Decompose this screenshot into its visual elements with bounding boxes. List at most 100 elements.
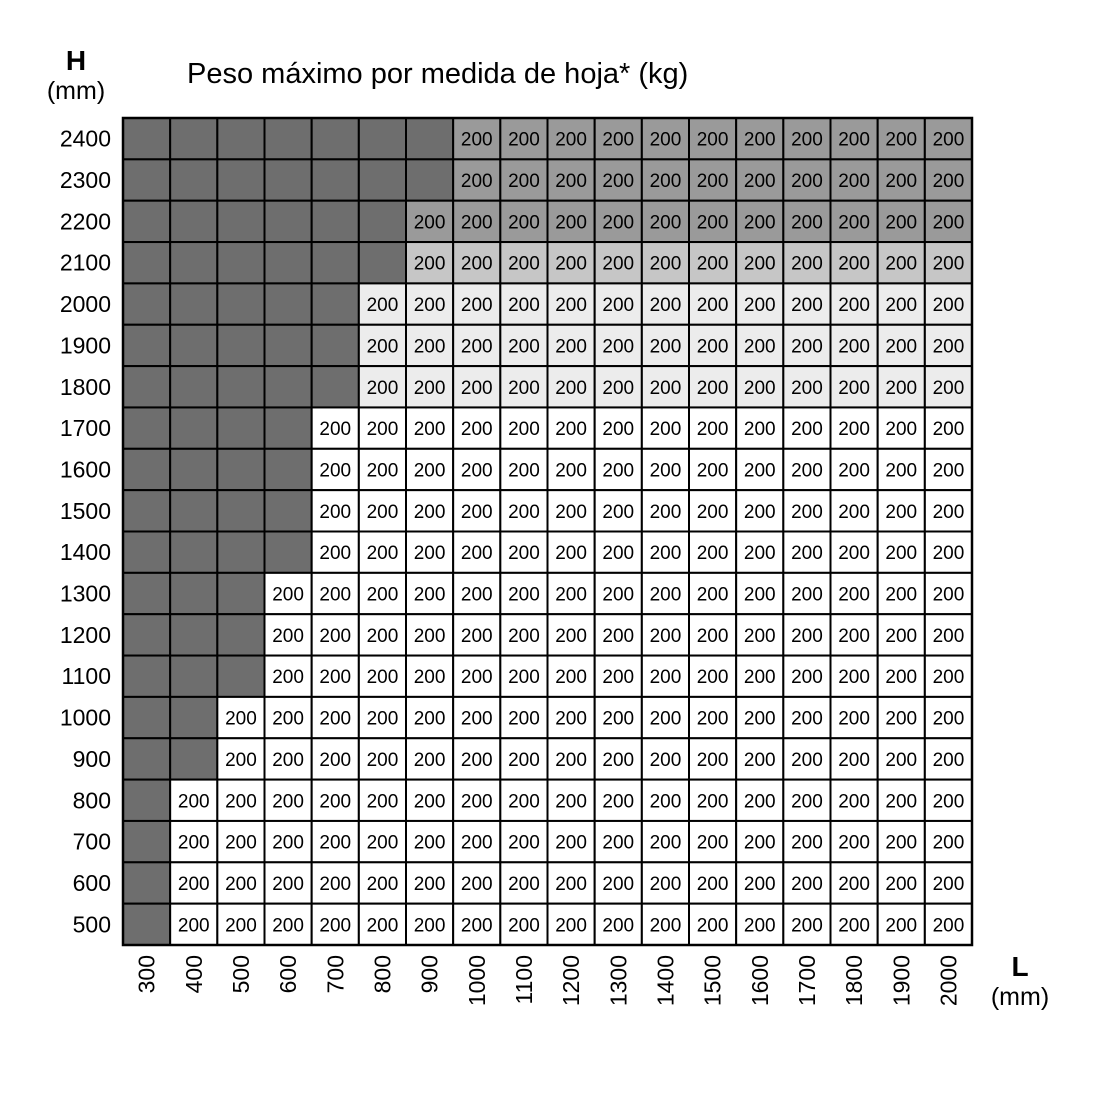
cell-value: 200 [744,791,776,812]
cell-value: 200 [508,709,540,730]
weight-cell [593,447,643,492]
cell-value: 200 [508,502,540,523]
unavailable-cell [169,365,219,409]
unavailable-cell [216,654,266,698]
weight-cell [735,158,785,202]
cell-value: 200 [933,709,965,730]
row-label: 2100 [60,250,111,276]
cell-value: 200 [933,212,965,233]
weight-cell [357,571,408,616]
y-axis-unit: (mm) [46,77,106,105]
row-label: 1800 [60,374,111,400]
cell-value: 200 [744,626,776,647]
cell-value: 200 [414,833,446,854]
weight-cell [640,861,690,905]
weight-cell [310,778,360,822]
weight-cell [499,778,549,822]
cell-value: 200 [602,502,634,523]
cell-value: 200 [933,460,965,481]
cell-value: 200 [885,543,917,564]
cell-value: 200 [414,336,446,357]
unavailable-cell [405,117,455,161]
weight-cell [640,406,690,450]
column-label: 400 [181,955,207,993]
cell-value: 200 [555,130,587,151]
cell-value: 200 [555,502,587,523]
cell-value: 200 [744,833,776,854]
cell-value: 200 [933,254,965,275]
cell-value: 200 [791,585,823,606]
cell-value: 200 [697,502,729,523]
weight-cell [782,819,832,864]
unavailable-cell [122,323,172,368]
cell-value: 200 [650,502,682,523]
unavailable-cell [122,902,172,947]
weight-cell [216,861,266,905]
cell-value: 200 [225,750,257,771]
cell-value: 200 [555,626,587,647]
unavailable-cell [263,365,313,409]
unavailable-cell [357,199,408,244]
cell-value: 200 [838,791,870,812]
column-label: 1500 [700,955,726,1006]
cell-value: 200 [225,833,257,854]
cell-value: 200 [555,460,587,481]
weight-cell [452,571,502,616]
cell-value: 200 [650,626,682,647]
unavailable-cell [122,282,172,326]
cell-value: 200 [414,791,446,812]
cell-value: 200 [461,130,493,151]
cell-value: 200 [461,212,493,233]
cell-value: 200 [838,171,870,192]
unavailable-cell [310,158,360,202]
weight-cell [688,695,738,740]
weight-cell [782,406,832,450]
cell-value: 200 [178,791,210,812]
unavailable-cell [357,117,408,161]
cell-value: 200 [225,709,257,730]
weight-cell [923,199,973,244]
unavailable-cell [263,530,313,574]
cell-value: 200 [697,874,729,895]
cell-value: 200 [791,502,823,523]
cell-value: 200 [744,543,776,564]
weight-cell [357,861,408,905]
row-label: 1500 [60,498,111,524]
cell-value: 200 [697,460,729,481]
unavailable-cell [122,199,172,244]
cell-value: 200 [744,295,776,316]
cell-value: 200 [555,254,587,275]
weight-cell [876,365,926,409]
cell-value: 200 [461,874,493,895]
unavailable-cell [263,199,313,244]
weight-cell [735,241,785,285]
cell-value: 200 [367,543,399,564]
cell-value: 200 [933,171,965,192]
weight-cell [405,365,455,409]
cell-value: 200 [508,336,540,357]
weight-cell [829,282,879,326]
unavailable-cell [263,117,313,161]
unavailable-cell [216,282,266,326]
cell-value: 200 [933,130,965,151]
cell-value: 200 [838,626,870,647]
cell-value: 200 [697,212,729,233]
unavailable-cell [122,447,172,492]
weight-cell [546,406,596,450]
cell-value: 200 [414,212,446,233]
weight-cell [735,489,785,533]
unavailable-cell [169,613,219,657]
cell-value: 200 [838,667,870,688]
weight-cell [405,282,455,326]
cell-value: 200 [838,709,870,730]
cell-value: 200 [885,295,917,316]
weight-cell [640,282,690,326]
cell-value: 200 [650,254,682,275]
weight-cell [310,406,360,450]
cell-value: 200 [272,750,304,771]
cell-value: 200 [697,295,729,316]
weight-cell [452,199,502,244]
weight-cell [688,902,738,947]
cell-value: 200 [838,915,870,936]
